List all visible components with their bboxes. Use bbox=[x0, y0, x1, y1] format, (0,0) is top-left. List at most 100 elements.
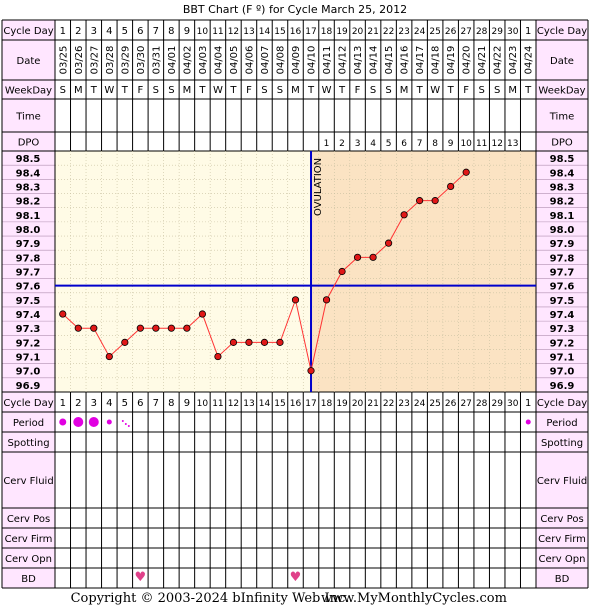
cycle-day-cell: 6 bbox=[137, 26, 143, 37]
footer-site: www.MyMonthlyCycles.com bbox=[321, 591, 507, 606]
cycle-day-cell: 18 bbox=[321, 399, 333, 409]
period-marker bbox=[525, 419, 531, 425]
date-cell: 04/14 bbox=[369, 46, 380, 75]
cycle-day-cell: 12 bbox=[228, 399, 239, 409]
weekday-cell: S bbox=[153, 85, 159, 96]
date-cell: 04/01 bbox=[167, 46, 178, 75]
temp-tick-label-left: 97.8 bbox=[16, 253, 41, 264]
chart-title: BBT Chart (F º) for Cycle March 25, 2012 bbox=[183, 3, 407, 16]
date-cell: 04/09 bbox=[291, 46, 302, 75]
dpo-cell: 7 bbox=[417, 139, 423, 149]
weekday-cell: T bbox=[229, 85, 237, 96]
date-cell: 04/23 bbox=[508, 46, 519, 75]
cycle-day-cell: 15 bbox=[274, 399, 285, 409]
date-cell: 03/27 bbox=[89, 46, 100, 75]
date-cell: 04/21 bbox=[477, 46, 488, 75]
cycle-day-cell: 3 bbox=[91, 26, 97, 37]
temperature-point bbox=[74, 324, 82, 332]
dpo-cell: 1 bbox=[324, 139, 330, 149]
cycle-day-cell: 13 bbox=[243, 399, 254, 409]
period-spot-marker bbox=[127, 425, 130, 427]
row-label-left: DPO bbox=[18, 138, 40, 149]
weekday-cell: S bbox=[277, 85, 283, 96]
row-label-right: Time bbox=[549, 112, 574, 123]
cycle-day-cell: 22 bbox=[383, 399, 394, 409]
temp-tick-label-left: 97.3 bbox=[16, 324, 41, 335]
cycle-day-cell: 17 bbox=[305, 399, 316, 409]
row-label-left: Period bbox=[13, 418, 44, 429]
dpo-cell: 11 bbox=[476, 139, 487, 149]
temperature-point bbox=[105, 352, 113, 361]
temp-tick-label-right: 97.3 bbox=[550, 324, 575, 335]
date-cell: 04/24 bbox=[524, 46, 535, 75]
date-cell: 04/20 bbox=[462, 46, 473, 75]
period-spot-marker bbox=[124, 423, 127, 425]
ovulation-label: OVULATION bbox=[313, 158, 324, 216]
cycle-day-cell: 14 bbox=[259, 27, 271, 37]
temperature-point bbox=[400, 211, 408, 219]
row-label-left: Cerv Fluid bbox=[3, 476, 53, 487]
date-cell: 04/05 bbox=[229, 46, 240, 75]
cycle-day-cell: 8 bbox=[168, 26, 174, 37]
row-label-right: Spotting bbox=[541, 438, 583, 449]
temp-tick-label-right: 97.7 bbox=[550, 268, 575, 279]
dpo-cell: 5 bbox=[386, 139, 392, 149]
cycle-day-cell: 1 bbox=[60, 398, 66, 409]
cycle-day-cell: 27 bbox=[460, 27, 471, 37]
cycle-day-cell: 16 bbox=[290, 27, 302, 37]
temp-tick-label-right: 97.0 bbox=[550, 367, 575, 378]
row-label-left: BD bbox=[21, 574, 36, 585]
date-cell: 04/11 bbox=[322, 46, 333, 75]
cycle-day-cell: 15 bbox=[274, 27, 285, 37]
weekday-cell: M bbox=[291, 85, 300, 96]
temp-tick-label-left: 96.9 bbox=[16, 381, 41, 392]
cycle-day-cell: 1 bbox=[60, 26, 66, 37]
temperature-point bbox=[90, 324, 98, 332]
row-label-left: Cerv Opn bbox=[5, 554, 52, 565]
period-spot-marker bbox=[121, 420, 124, 422]
temperature-point bbox=[136, 324, 144, 332]
period-marker bbox=[59, 418, 67, 426]
temperature-point bbox=[416, 197, 424, 205]
temperature-point bbox=[291, 296, 300, 304]
cycle-day-cell: 27 bbox=[460, 399, 471, 409]
cycle-day-cell: 25 bbox=[429, 399, 440, 409]
date-cell: 03/29 bbox=[120, 46, 131, 75]
weekday-cell: T bbox=[90, 85, 98, 96]
temp-tick-label-right: 98.3 bbox=[550, 182, 575, 193]
weekday-cell: W bbox=[104, 85, 114, 96]
cycle-day-cell: 26 bbox=[445, 399, 457, 409]
footer-copyright: Copyright © 2003-2024 bInfinity Web Inc. bbox=[71, 591, 350, 606]
cycle-day-cell: 5 bbox=[122, 26, 128, 37]
cycle-day-cell: 1 bbox=[525, 398, 531, 409]
weekday-cell: T bbox=[307, 85, 315, 96]
weekday-cell: M bbox=[183, 85, 192, 96]
weekday-cell: F bbox=[137, 85, 143, 96]
dpo-cell: 3 bbox=[355, 139, 361, 149]
weekday-cell: M bbox=[400, 85, 409, 96]
cycle-day-cell: 23 bbox=[398, 399, 409, 409]
weekday-cell: S bbox=[479, 85, 485, 96]
weekday-cell: W bbox=[213, 85, 223, 96]
cycle-day-cell: 11 bbox=[212, 27, 223, 37]
cycle-day-cell: 21 bbox=[367, 399, 378, 409]
temperature-point bbox=[183, 324, 191, 332]
weekday-cell: T bbox=[338, 85, 346, 96]
row-label-right: Cerv Pos bbox=[540, 514, 583, 525]
date-cell: 03/25 bbox=[58, 46, 69, 75]
temp-tick-label-left: 97.6 bbox=[16, 282, 41, 293]
temperature-point bbox=[229, 338, 238, 346]
temp-tick-label-left: 97.5 bbox=[16, 296, 41, 307]
cycle-day-cell: 9 bbox=[184, 398, 190, 409]
temperature-point bbox=[167, 324, 175, 332]
temp-tick-label-right: 98.1 bbox=[550, 211, 575, 222]
temperature-point bbox=[121, 338, 129, 346]
cycle-day-cell: 20 bbox=[352, 399, 364, 409]
dpo-cell: 4 bbox=[370, 139, 376, 149]
cycle-day-cell: 18 bbox=[321, 27, 333, 37]
right-label-column bbox=[536, 20, 588, 588]
cycle-day-cell: 10 bbox=[197, 399, 209, 409]
temp-tick-label-left: 97.1 bbox=[16, 353, 41, 364]
cycle-day-cell: 19 bbox=[336, 27, 348, 37]
